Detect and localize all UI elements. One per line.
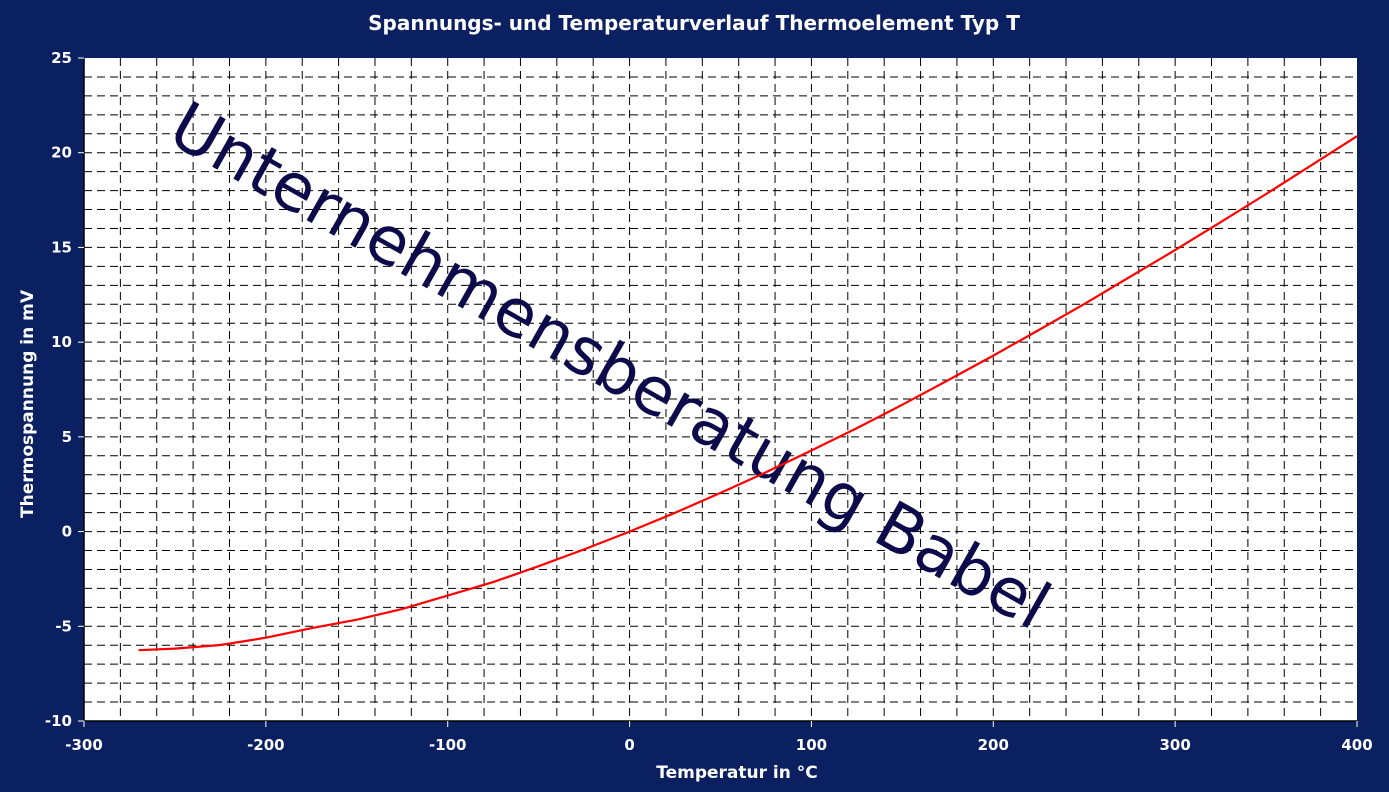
plot-area — [84, 58, 1357, 721]
y-tick-label: 10 — [51, 333, 72, 351]
y-tick-label: 20 — [51, 144, 72, 162]
x-tick-label: 200 — [978, 736, 1009, 754]
y-tick-label: 15 — [51, 238, 72, 256]
y-tick-label: 5 — [62, 428, 72, 446]
x-tick-label: 0 — [624, 736, 634, 754]
axes-group: -300 -200 -100 0 100 200 300 400 -10 -5 0 5 10 15 20 25 — [45, 49, 1373, 754]
y-axis-label: Thermospannung in mV — [18, 289, 38, 518]
x-axis-label: Temperatur in °C — [656, 763, 818, 783]
grid-lines — [84, 58, 1357, 721]
y-tick-label: 25 — [51, 49, 72, 67]
x-tick-label: 100 — [796, 736, 827, 754]
y-tick-label: 0 — [62, 523, 72, 541]
x-tick-label: -100 — [429, 736, 467, 754]
x-tick-label: -300 — [65, 736, 103, 754]
x-tick-label: 300 — [1159, 736, 1190, 754]
x-tick-label: -200 — [247, 736, 285, 754]
series-line — [138, 135, 1358, 652]
y-tick-label: -10 — [45, 712, 72, 730]
chart-title: Spannungs- und Temperaturverlauf Thermoe… — [368, 11, 1020, 35]
y-tick-label: -5 — [55, 617, 72, 635]
x-tick-label: 400 — [1341, 736, 1372, 754]
series-group — [138, 135, 1358, 652]
